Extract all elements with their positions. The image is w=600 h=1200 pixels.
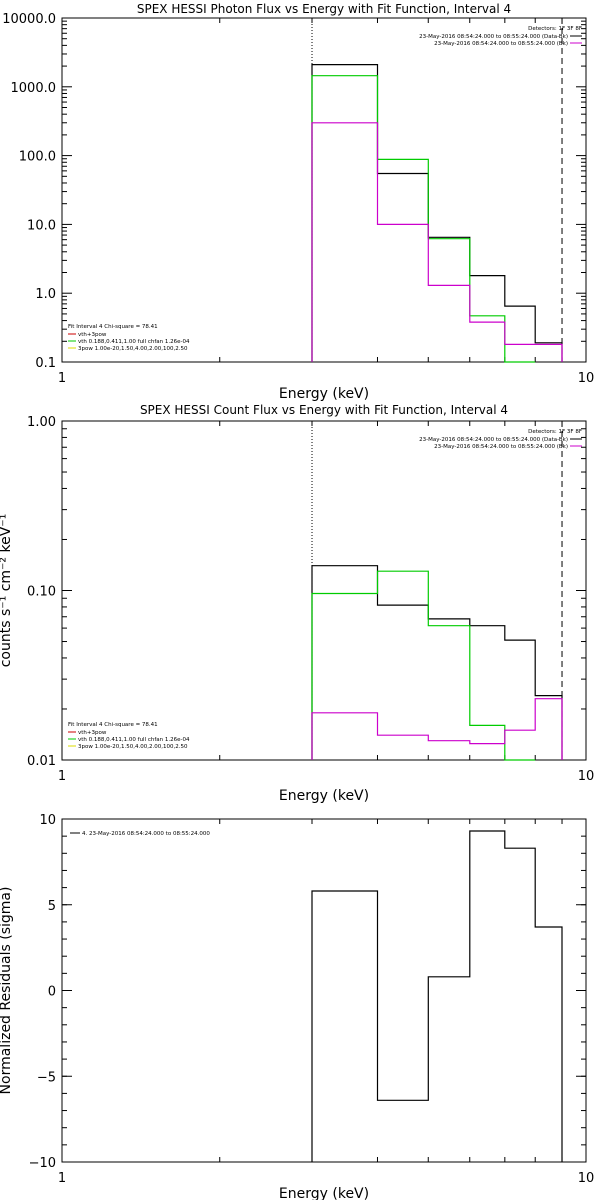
y-tick-label: 10 (39, 813, 56, 828)
legend-entry: 23-May-2016 08:54:24.000 to 08:55:24.000… (434, 444, 568, 450)
x-tick-label: 1 (58, 769, 66, 784)
fit-legend-entry: vth 0.188,0.411,1.00 full chfan 1.26e-04 (78, 737, 190, 743)
y-tick-label: 0.01 (27, 754, 56, 769)
series-4-23-may-2016-08-54-24-000-to-08-55-24-000-line (311, 830, 563, 1162)
series-bk-line (311, 122, 563, 362)
fit-legend-header: Fit Interval 4 Chi-square = 78.41 (68, 722, 158, 728)
legend-entry: 23-May-2016 08:54:24.000 to 08:55:24.000… (434, 41, 568, 47)
residual-legend-entry: 4. 23-May-2016 08:54:24.000 to 08:55:24.… (82, 831, 210, 837)
x-axis-label: Energy (keV) (279, 1186, 369, 1200)
series-data-bk-line (311, 63, 563, 362)
fit-legend-entry: 3pow 1.00e-20,1.50,4.00,2.00,100,2.50 (78, 744, 188, 750)
panel-3: Energy (keV) Normalized Residuals (sigma)… (0, 813, 594, 1200)
legend-header: Detectors: 1F 3F 8F (528, 429, 582, 435)
panel-1: SPEX HESSI Photon Flux vs Energy with Fi… (2, 2, 594, 402)
y-tick-label: −5 (37, 1070, 56, 1085)
series-fit-line (311, 570, 536, 761)
y-tick-label: −10 (29, 1156, 56, 1171)
x-axis-label: Energy (keV) (279, 788, 369, 804)
chart-title: SPEX HESSI Count Flux vs Energy with Fit… (140, 403, 508, 417)
series-fit-line (311, 75, 536, 363)
plot-frame (61, 420, 587, 761)
y-tick-label: 1000.0 (11, 81, 57, 96)
fit-legend-entry: 3pow 1.00e-20,1.50,4.00,2.00,100,2.50 (78, 346, 188, 352)
plot-frame (61, 818, 587, 1163)
series-bk-line (311, 698, 563, 760)
y-tick-label: 100.0 (19, 150, 56, 165)
x-axis-label: Energy (keV) (279, 386, 369, 402)
y-axis-label: Normalized Residuals (sigma) (0, 887, 14, 1095)
y-tick-label: 0.10 (27, 585, 56, 600)
y-tick-label: 1.00 (27, 415, 56, 430)
legend-entry: 23-May-2016 08:54:24.000 to 08:55:24.000… (419, 437, 568, 443)
fit-legend-entry: vth+3pow (78, 730, 107, 736)
y-tick-label: 1.0 (35, 287, 56, 302)
plot-frame (61, 17, 587, 363)
legend-entry: 23-May-2016 08:54:24.000 to 08:55:24.000… (419, 34, 568, 40)
chart-title: SPEX HESSI Photon Flux vs Energy with Fi… (137, 2, 511, 16)
y-tick-label: 5 (48, 899, 56, 914)
x-tick-label: 10 (578, 371, 595, 386)
fit-legend-entry: vth 0.188,0.411,1.00 full chfan 1.26e-04 (78, 339, 190, 345)
series-data-bk-line (311, 565, 563, 760)
y-tick-label: 10000.0 (2, 12, 56, 27)
y-tick-label: 0 (48, 985, 56, 1000)
x-tick-label: 1 (58, 371, 66, 386)
x-tick-label: 1 (58, 1171, 66, 1186)
x-tick-label: 10 (578, 1171, 595, 1186)
y-axis-label: counts s⁻¹ cm⁻² keV⁻¹ (0, 514, 14, 668)
panel-2: SPEX HESSI Count Flux vs Energy with Fit… (0, 403, 594, 804)
x-tick-label: 10 (578, 769, 595, 784)
fit-legend-header: Fit Interval 4 Chi-square = 78.41 (68, 324, 158, 330)
y-tick-label: 0.1 (35, 356, 56, 371)
legend-header: Detectors: 1F 3F 8F (528, 26, 582, 32)
fit-legend-entry: vth+3pow (78, 332, 107, 338)
y-tick-label: 10.0 (27, 218, 56, 233)
